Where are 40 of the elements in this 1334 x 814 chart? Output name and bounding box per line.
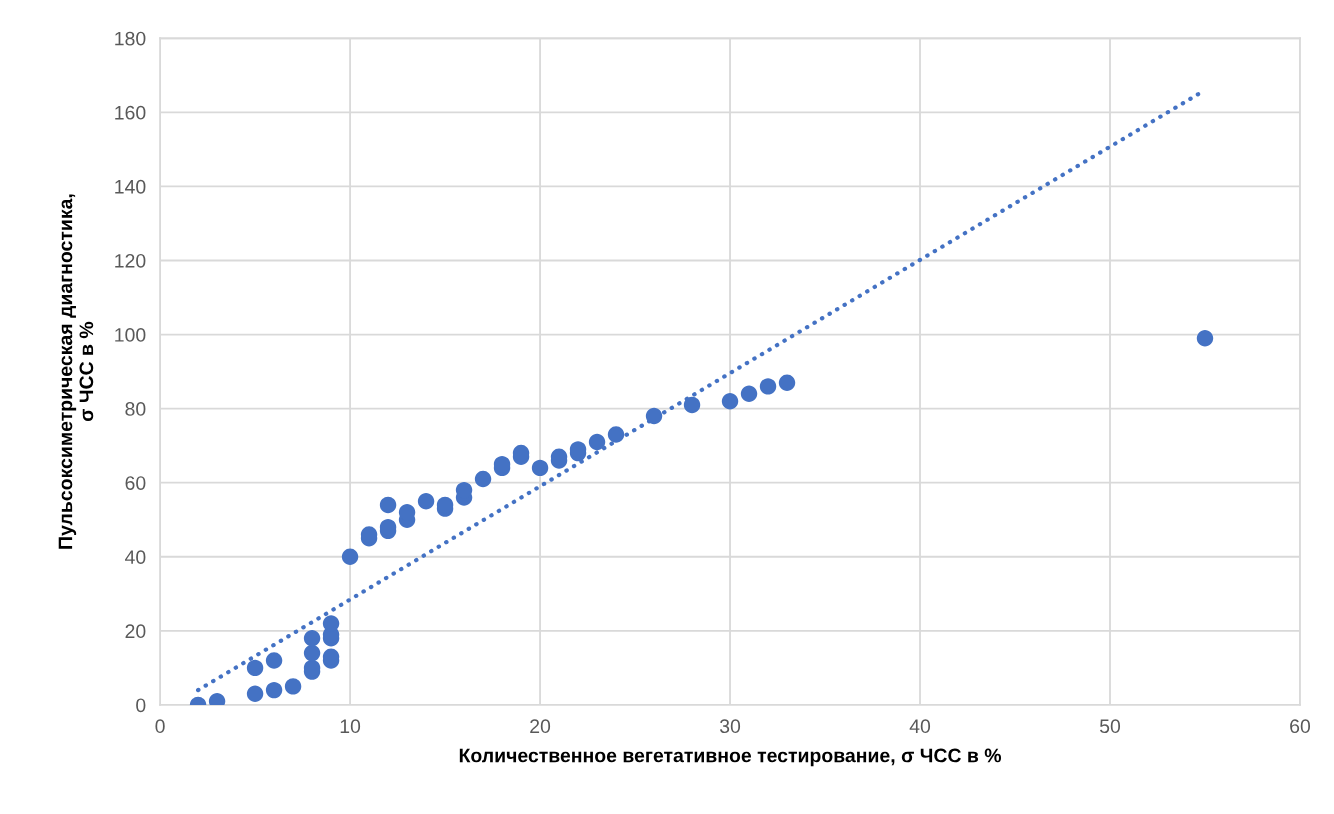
y-tick-label: 0 [136,698,146,713]
x-axis-title: Количественное вегетативное тестирование, σ ЧСС в % [459,748,1002,767]
point [1196,330,1214,347]
y-tick-label: 100 [115,328,146,342]
y-tick-label: 140 [115,179,146,194]
point [683,396,701,414]
point [265,681,283,699]
point [588,433,606,451]
x-tick-label: 50 [1099,719,1121,734]
point [303,644,321,662]
y-tick-label: 60 [125,476,146,490]
point [246,659,264,677]
point [246,685,264,703]
point [645,407,663,425]
point [265,652,283,669]
x-tick-label: 40 [909,719,931,734]
x-tick-label: 30 [719,719,741,734]
point [759,378,777,395]
point [740,385,758,403]
point [721,393,739,410]
point [607,426,625,443]
x-tick-label: 20 [530,719,551,734]
x-tick-label: 0 [155,719,165,734]
y-axis-title: Пульсоксиметрическая диагностика, σ ЧСС в % [58,194,94,549]
x-tick-label: 60 [1290,719,1311,734]
point [341,548,359,565]
point [284,678,302,695]
y-tick-label: 180 [115,31,146,46]
y-tick-label: 20 [125,624,146,639]
point [379,496,397,514]
point [303,630,321,647]
x-tick-label: 10 [340,719,361,734]
point [474,470,492,488]
y-tick-label: 40 [125,550,146,565]
point [531,459,549,477]
point [417,493,435,510]
point [778,374,796,391]
y-tick-label: 80 [125,402,146,416]
y-tick-label: 120 [115,253,146,268]
y-tick-label: 160 [115,105,146,120]
